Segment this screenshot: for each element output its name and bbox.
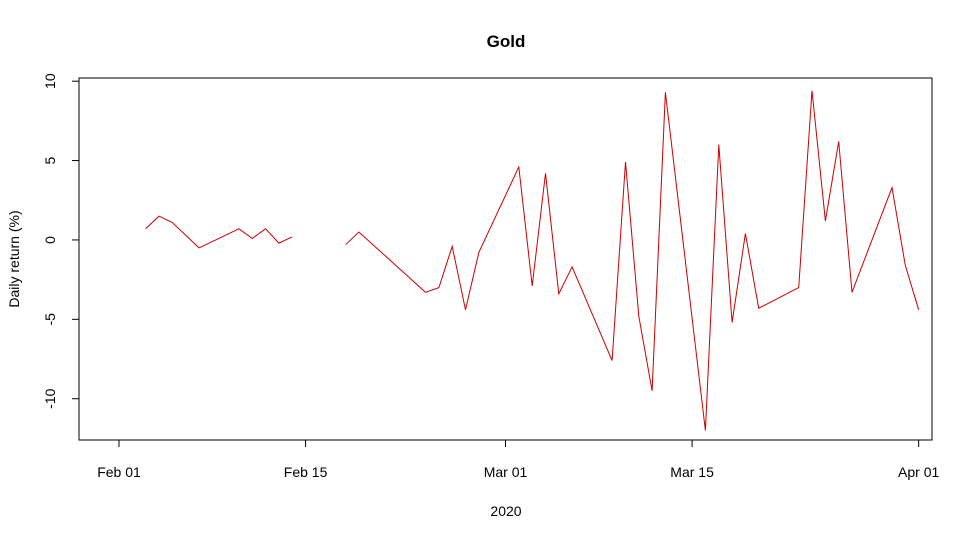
y-tick-label: 10 [42, 73, 58, 89]
x-tick-label: Apr 01 [898, 464, 939, 480]
x-tick-label: Mar 01 [484, 464, 528, 480]
series-layer [145, 90, 920, 431]
y-tick-label: 0 [42, 236, 58, 244]
series-line-segment [345, 90, 920, 431]
x-axis-label: 2020 [490, 503, 521, 519]
y-tick-label: 5 [42, 156, 58, 164]
y-tick-label: -10 [42, 388, 58, 408]
chart-title: Gold [487, 32, 526, 51]
y-tick-label: -5 [42, 313, 58, 326]
y-axis-label: Daily return (%) [6, 210, 22, 307]
x-tick-label: Mar 15 [670, 464, 714, 480]
series-line-segment [145, 215, 293, 249]
x-tick-label: Feb 01 [97, 464, 141, 480]
x-axis: Feb 01 Feb 15 Mar 01 Mar 15 Apr 01 [97, 439, 940, 480]
plot-area [78, 77, 933, 441]
y-axis: -10 -5 0 5 10 [42, 73, 80, 409]
x-tick-label: Feb 15 [284, 464, 328, 480]
